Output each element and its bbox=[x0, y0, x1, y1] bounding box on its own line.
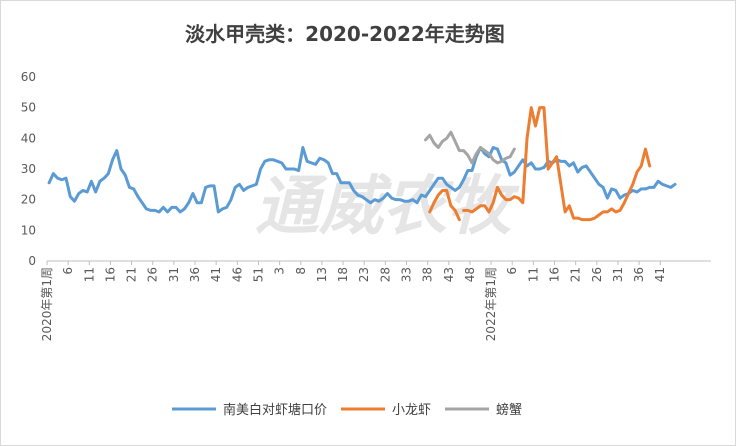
x-tick-label: 36 bbox=[188, 267, 202, 282]
x-tick-label: 11 bbox=[82, 267, 96, 282]
x-tick-label: 36 bbox=[632, 267, 646, 282]
x-tick-label: 6 bbox=[61, 267, 75, 275]
x-tick-label: 51 bbox=[251, 267, 265, 282]
x-tick-label: 43 bbox=[442, 267, 456, 282]
chart-title: 淡水甲壳类：2020-2022年走势图 bbox=[185, 22, 505, 46]
watermark-text: 通威农牧 bbox=[255, 170, 520, 244]
legend-label: 小龙虾 bbox=[392, 403, 431, 418]
x-tick-label: 11 bbox=[526, 267, 540, 282]
x-tick-label: 2022年第1周 bbox=[484, 267, 498, 341]
x-tick-label: 31 bbox=[611, 267, 625, 282]
x-tick-label: 13 bbox=[315, 267, 329, 282]
y-tick-label: 20 bbox=[21, 193, 36, 207]
x-tick-label: 48 bbox=[463, 267, 477, 282]
y-tick-label: 40 bbox=[21, 131, 36, 145]
x-tick-label: 26 bbox=[590, 267, 604, 282]
x-tick-label: 21 bbox=[125, 267, 139, 282]
legend-label: 南美白对虾塘口价 bbox=[223, 402, 327, 418]
series-line-2 bbox=[462, 106, 652, 222]
x-tick-label: 41 bbox=[653, 267, 667, 282]
x-tick-label: 28 bbox=[378, 267, 392, 282]
legend: 南美白对虾塘口价 小龙虾 螃蟹 bbox=[172, 402, 522, 418]
x-tick-label: 6 bbox=[505, 267, 519, 275]
y-tick-label: 60 bbox=[21, 70, 36, 84]
x-tick-label: 3 bbox=[273, 267, 287, 275]
x-tick-label: 8 bbox=[294, 267, 308, 275]
x-tick-label: 26 bbox=[146, 267, 160, 282]
y-tick-label: 50 bbox=[21, 101, 36, 115]
x-tick-label: 46 bbox=[230, 267, 244, 282]
x-tick-label: 16 bbox=[103, 267, 117, 282]
y-tick-label: 10 bbox=[21, 223, 36, 237]
y-tick-label: 0 bbox=[28, 254, 36, 268]
x-tick-label: 33 bbox=[399, 267, 413, 282]
x-tick-label: 38 bbox=[421, 267, 435, 282]
x-tick-label: 16 bbox=[548, 267, 562, 282]
series-line-0 bbox=[47, 146, 677, 214]
legend-label: 螃蟹 bbox=[496, 402, 522, 418]
x-tick-label: 21 bbox=[569, 267, 583, 282]
x-tick-label: 41 bbox=[209, 267, 223, 282]
x-tick-label: 2020年第1周 bbox=[40, 267, 54, 341]
series-line-1 bbox=[428, 188, 461, 222]
series-line-3 bbox=[424, 130, 516, 165]
y-tick-label: 30 bbox=[21, 162, 36, 176]
x-tick-label: 23 bbox=[357, 267, 371, 282]
x-tick-label: 31 bbox=[167, 267, 181, 282]
x-tick-label: 18 bbox=[336, 267, 350, 282]
series-layer bbox=[47, 106, 677, 222]
